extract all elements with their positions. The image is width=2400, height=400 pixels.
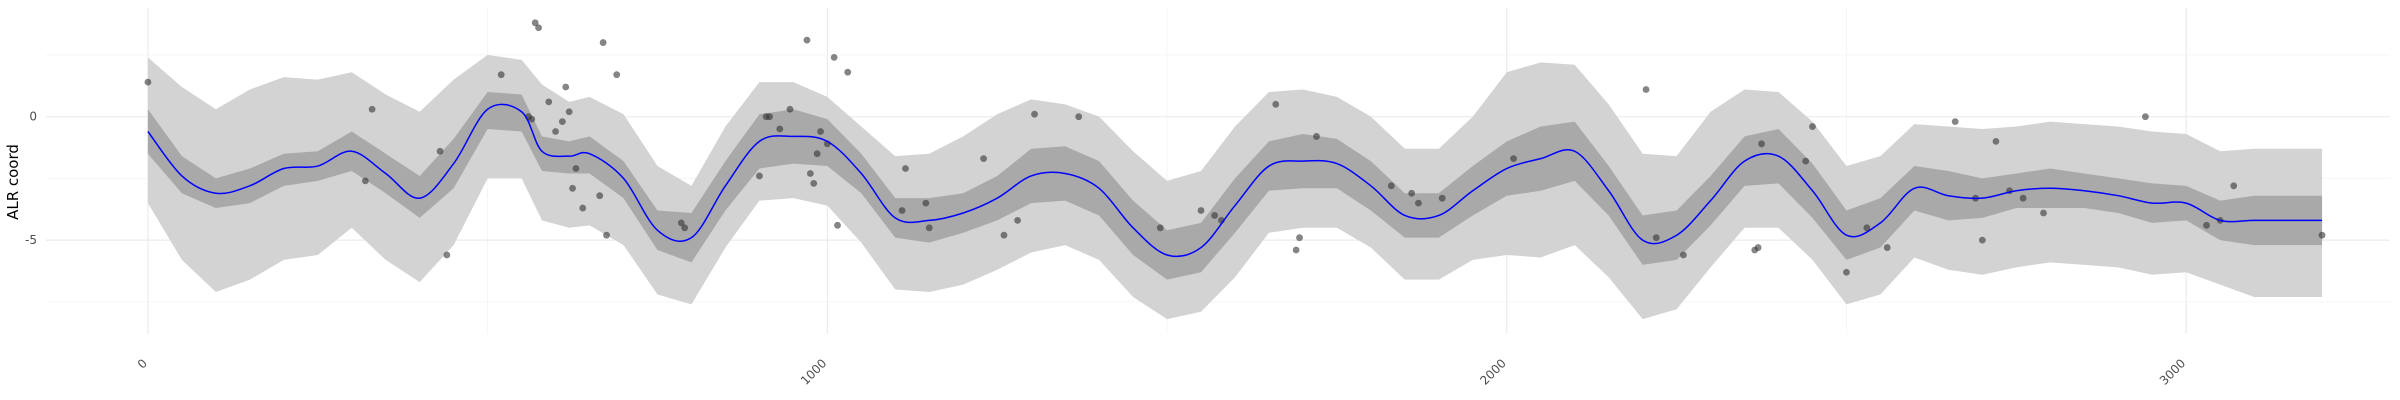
observation-point [1680, 251, 1687, 259]
observation-point [1387, 182, 1395, 190]
observation-point [1408, 189, 1416, 197]
observation-point [786, 105, 794, 113]
observation-point [579, 204, 587, 212]
confidence-bands [147, 54, 2323, 320]
observation-point [1272, 100, 1280, 108]
observation-point [1014, 216, 1021, 224]
observation-point [1802, 157, 1810, 165]
observation-point [603, 231, 610, 239]
observation-point [2318, 231, 2326, 239]
observation-point [1642, 86, 1650, 93]
observation-point [2230, 182, 2238, 190]
observation-point [1992, 137, 2000, 145]
inner-confidence-band [147, 91, 2323, 280]
observation-point [1415, 199, 1422, 207]
observation-point [2019, 194, 2027, 202]
observation-point [1809, 123, 1816, 130]
observation-point [443, 251, 451, 259]
observation-point [830, 53, 838, 61]
observation-point [528, 115, 536, 123]
observation-point [925, 224, 933, 232]
observation-point [1758, 140, 1765, 148]
observation-point [361, 177, 369, 185]
observation-point [2142, 113, 2149, 121]
observation-point [497, 71, 505, 79]
observation-point [596, 192, 604, 200]
observation-point [776, 125, 784, 133]
observation-point [2040, 209, 2047, 217]
observation-point [613, 71, 621, 79]
observation-point [766, 113, 773, 121]
observation-point [810, 179, 818, 187]
observation-point [980, 155, 987, 163]
observation-point [681, 224, 689, 232]
observation-point [565, 108, 573, 116]
observation-point [599, 39, 607, 46]
observation-point [1075, 113, 1083, 121]
observation-point [1978, 236, 1986, 244]
y-tick-label: -5 [25, 233, 37, 247]
observation-point [1197, 207, 1205, 214]
observation-point [806, 170, 814, 177]
observation-point [1951, 118, 1959, 126]
observation-point [922, 199, 930, 207]
observation-point [755, 172, 763, 180]
observation-point [1211, 212, 1219, 219]
observation-point [834, 221, 841, 229]
mean-curve [147, 103, 2323, 258]
observation-point [902, 165, 909, 172]
observation-point [368, 105, 376, 113]
observation-point [545, 98, 553, 106]
observation-point [1754, 244, 1762, 251]
observation-point [1863, 224, 1871, 232]
observation-point [1843, 268, 1850, 276]
observation-point [1000, 231, 1008, 239]
observation-point [1292, 246, 1300, 254]
y-tick-label: 0 [29, 110, 37, 124]
observation-point [677, 219, 685, 227]
observation-point [572, 165, 580, 172]
observation-point [844, 68, 852, 76]
observation-point [562, 83, 570, 91]
observation-point [1652, 234, 1660, 242]
observation-point [803, 36, 811, 44]
observation-point [2203, 221, 2210, 229]
observation-point [898, 207, 906, 214]
observation-point [558, 118, 566, 126]
observation-point [817, 128, 824, 135]
observation-point [1313, 133, 1320, 140]
observation-point [535, 24, 542, 32]
observation-point [531, 19, 539, 27]
observation-point [144, 78, 152, 86]
mean-line [147, 103, 2323, 258]
observation-point [436, 147, 444, 155]
observation-point [552, 128, 559, 135]
observation-point [1296, 234, 1303, 242]
observation-point [1883, 244, 1891, 251]
observation-point [1156, 224, 1164, 232]
observation-point [1438, 194, 1446, 202]
observation-point [1031, 110, 1038, 118]
observation-point [1510, 155, 1517, 163]
observation-point [569, 184, 576, 192]
observation-point [813, 150, 821, 158]
y-axis-title: ALR coord [4, 144, 22, 220]
